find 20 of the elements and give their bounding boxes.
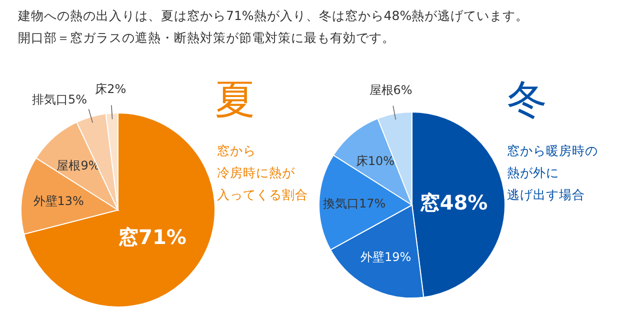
text: 建物への熱の出入りは、夏は窓から71%熱が入り、冬は窓から48%熱が逃げています。 [18,8,529,25]
text: 開口部＝窓ガラスの遮熱・断熱対策が節電対策に最も有効です。 [18,30,395,47]
chart-title: 冬 [507,77,547,123]
text: 入ってくる割合 [217,186,308,204]
pie-slice [24,112,216,308]
slice-label: 外壁13% [33,194,84,208]
slice-label: 窓48% [420,190,488,214]
slice-label: 床10% [356,154,395,168]
slice-label: 換気口17% [323,196,386,211]
chart-title: 夏 [215,77,255,123]
text: 窓から暖房時の [507,142,598,160]
slice-label: 床2% [95,82,126,96]
text: 冷房時に熱が [217,164,295,182]
text: 逃げ出す場合 [507,186,585,204]
slice-label: 外壁19% [360,250,412,264]
slice-label: 屋根6% [369,83,412,97]
text: 窓から [217,142,256,160]
slice-label: 排気口5% [32,92,88,106]
slice-label: 窓71% [118,224,186,249]
text: 熱が外に [507,164,559,182]
